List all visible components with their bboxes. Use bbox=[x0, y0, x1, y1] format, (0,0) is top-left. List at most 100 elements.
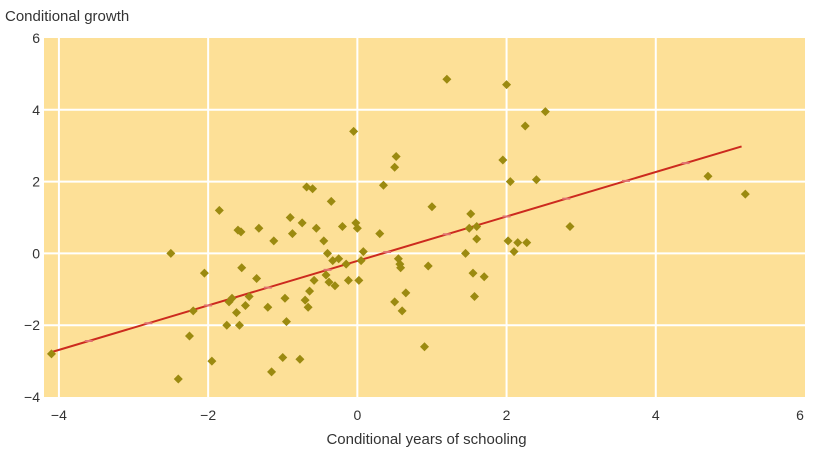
data-point bbox=[390, 297, 400, 307]
data-point bbox=[356, 256, 366, 266]
data-point bbox=[397, 306, 407, 316]
data-point bbox=[281, 317, 291, 327]
data-point bbox=[468, 268, 478, 278]
data-point bbox=[396, 263, 406, 273]
data-point bbox=[236, 227, 246, 237]
y-tick-label: −4 bbox=[24, 389, 40, 405]
data-point bbox=[466, 209, 476, 219]
y-axis-label: Conditional growth bbox=[5, 8, 130, 25]
data-point bbox=[358, 247, 368, 257]
grid-lines bbox=[44, 38, 805, 397]
data-point bbox=[391, 151, 401, 161]
data-point bbox=[375, 229, 385, 239]
data-point bbox=[503, 236, 513, 246]
data-point bbox=[442, 74, 452, 84]
data-point bbox=[240, 300, 250, 310]
data-point bbox=[173, 374, 183, 384]
data-point bbox=[420, 342, 429, 352]
data-point bbox=[349, 126, 359, 136]
data-point bbox=[427, 202, 437, 212]
data-point bbox=[334, 254, 344, 264]
data-point bbox=[343, 275, 353, 285]
data-point bbox=[252, 274, 262, 284]
data-point bbox=[522, 238, 532, 248]
y-tick-label: 2 bbox=[32, 174, 40, 190]
data-point bbox=[324, 277, 334, 287]
data-points bbox=[46, 74, 750, 384]
data-point bbox=[323, 248, 333, 258]
data-point bbox=[401, 288, 411, 298]
data-point bbox=[319, 236, 329, 246]
data-point bbox=[378, 180, 388, 190]
axis-tick-labels: −4 −2 0 2 4 6 −4 −2 0 2 4 6 bbox=[24, 30, 804, 423]
data-point bbox=[227, 293, 237, 303]
data-point bbox=[352, 223, 362, 233]
data-point bbox=[244, 291, 254, 301]
data-point bbox=[540, 107, 550, 117]
data-point bbox=[479, 272, 489, 282]
data-point bbox=[237, 263, 247, 273]
y-tick-label: 0 bbox=[32, 245, 40, 261]
plot-background bbox=[44, 38, 805, 397]
data-point bbox=[280, 293, 290, 303]
data-point bbox=[498, 155, 508, 165]
data-point bbox=[740, 189, 750, 199]
data-point bbox=[166, 248, 176, 258]
data-point bbox=[354, 275, 364, 285]
x-tick-label: 6 bbox=[796, 407, 804, 423]
data-point bbox=[472, 234, 482, 244]
x-axis-label: Conditional years of schooling bbox=[326, 431, 527, 448]
data-point bbox=[287, 229, 297, 239]
data-point bbox=[267, 367, 277, 377]
data-point bbox=[520, 121, 530, 131]
y-tick-label: −2 bbox=[24, 317, 40, 333]
data-point bbox=[303, 302, 313, 312]
data-point bbox=[297, 218, 307, 228]
data-point bbox=[505, 177, 515, 187]
y-tick-label: 4 bbox=[32, 102, 40, 118]
data-point bbox=[472, 221, 482, 231]
fit-line-group bbox=[51, 145, 742, 354]
data-point bbox=[321, 270, 331, 280]
data-point bbox=[326, 196, 336, 206]
data-point bbox=[188, 306, 198, 316]
data-point bbox=[285, 213, 295, 222]
data-point bbox=[222, 320, 232, 330]
data-point bbox=[263, 302, 273, 312]
x-tick-label: −2 bbox=[200, 407, 216, 423]
y-tick-label: 6 bbox=[32, 30, 40, 46]
data-point bbox=[300, 295, 310, 305]
data-point bbox=[46, 349, 56, 359]
x-axis-label-container: Conditional years of schooling bbox=[0, 431, 819, 448]
data-point bbox=[565, 221, 575, 231]
data-point bbox=[199, 268, 209, 278]
data-point bbox=[231, 308, 241, 318]
data-point bbox=[308, 184, 318, 194]
data-point bbox=[184, 331, 194, 341]
data-point bbox=[703, 171, 713, 181]
data-point bbox=[305, 286, 315, 296]
x-tick-label: 0 bbox=[353, 407, 361, 423]
data-point bbox=[234, 320, 244, 330]
data-point bbox=[461, 248, 471, 258]
data-point bbox=[269, 236, 279, 246]
data-point bbox=[295, 354, 305, 364]
data-point bbox=[214, 205, 224, 215]
data-point bbox=[254, 223, 264, 233]
data-point bbox=[278, 353, 288, 363]
x-tick-label: 4 bbox=[652, 407, 660, 423]
x-tick-label: −4 bbox=[51, 407, 67, 423]
data-point bbox=[531, 175, 541, 185]
data-point bbox=[309, 275, 319, 285]
data-point bbox=[337, 221, 347, 231]
data-point bbox=[464, 223, 474, 233]
data-point bbox=[509, 247, 519, 257]
data-point bbox=[423, 261, 433, 271]
data-point bbox=[311, 223, 321, 233]
data-point bbox=[330, 281, 340, 291]
data-point bbox=[502, 80, 512, 90]
data-point bbox=[469, 291, 479, 301]
data-point bbox=[390, 162, 400, 172]
data-point bbox=[207, 356, 217, 366]
